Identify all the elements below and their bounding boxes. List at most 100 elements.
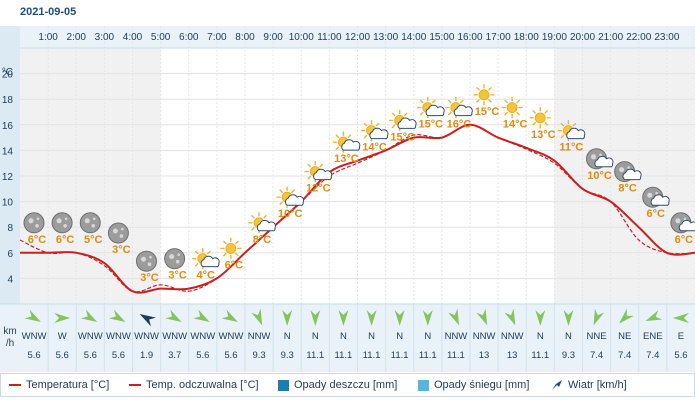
wind-arrow-icon — [645, 310, 663, 322]
wind-arrow-shape — [476, 308, 488, 326]
hour-label: 18:00 — [514, 32, 539, 43]
sun-disc — [506, 102, 518, 113]
moon-crater — [147, 262, 152, 267]
sun-cloud-icon — [557, 119, 586, 142]
cloud-shape — [313, 168, 333, 181]
wind-direction-label: N — [396, 331, 403, 342]
moon-crater — [63, 224, 67, 228]
wind-arrow-shape — [54, 313, 71, 323]
wind-arrow-icon — [193, 309, 210, 322]
legend-item-temperature[interactable]: Temperatura [°C] — [9, 374, 109, 396]
y-tick-label: 10 — [2, 198, 14, 209]
sun-ray — [251, 215, 255, 219]
sun-cloud-icon — [248, 212, 276, 234]
wind-arrow-shape — [672, 313, 689, 323]
legend-item-rain[interactable]: Opady deszczu [mm] — [278, 374, 397, 396]
wind-speed-label: 9.3 — [562, 350, 575, 361]
sun-disc — [478, 89, 490, 101]
wind-arrow-icon — [24, 309, 41, 322]
temperature-label: 6°C — [225, 259, 244, 271]
temperature-chart: 4 6 8 10 12 14 16 18 20°C 1:00 2:00 3:00 4:00 5:00 6:0… — [0, 26, 695, 372]
wind-speed-label: 5.6 — [84, 350, 97, 361]
moon-cloud-icon — [614, 161, 642, 183]
moon-disc — [136, 250, 157, 272]
hour-label: 10:00 — [289, 32, 314, 43]
sun-ray — [279, 189, 283, 193]
hour-label: 9:00 — [263, 32, 283, 43]
wind-arrow-shape — [504, 308, 516, 326]
wind-speed-label: 5.6 — [196, 350, 209, 361]
wind-speed-label: 13 — [479, 350, 490, 361]
moon-crater — [627, 166, 630, 169]
sun-ray — [279, 201, 283, 205]
hour-label: 3:00 — [95, 32, 115, 43]
sun-cloud-icon — [332, 131, 361, 153]
hour-label: 5:00 — [151, 32, 171, 43]
y-tick-label: 16 — [2, 121, 14, 132]
sun-ray — [504, 111, 508, 116]
wind-speed-label: 7.4 — [618, 350, 631, 361]
temperature-label: 3°C — [112, 244, 131, 256]
wind-speed-label: 3.7 — [168, 350, 181, 361]
wind-direction-label: NNE — [587, 331, 607, 342]
forecast-date: 2021-09-05 — [20, 6, 77, 18]
moon-icon — [51, 212, 73, 234]
legend-item-feels-like[interactable]: Temp. odczuwalna [°C] — [129, 374, 259, 396]
sun-ray — [516, 111, 520, 116]
legend-item-snow[interactable]: Opady śniegu [mm] — [418, 374, 529, 396]
wind-arrow-icon — [476, 308, 488, 326]
temperature-label: 6°C — [675, 234, 694, 246]
wind-arrow-icon — [672, 313, 689, 323]
moon-crater — [149, 255, 152, 259]
sun-cloud-icon — [388, 109, 417, 132]
sun-ray — [335, 134, 340, 138]
hour-label: 4:00 — [123, 32, 143, 43]
moon-crater — [675, 218, 681, 224]
hour-label: 1:00 — [38, 32, 58, 43]
hour-label: 19:00 — [542, 32, 567, 43]
moon-icon — [23, 212, 45, 234]
cloud-shape — [622, 168, 642, 181]
cloud-shape — [678, 219, 695, 232]
temperature-label: 15°C — [475, 106, 500, 118]
moon-cloud-icon — [586, 148, 614, 170]
wind-speed-label: 5.6 — [112, 350, 125, 361]
y-tick-label: 6 — [7, 249, 13, 260]
hour-label: 7:00 — [207, 32, 227, 43]
wind-arrow-icon — [552, 380, 562, 390]
temperature-label: 6°C — [647, 208, 666, 220]
wind-speed-label: 11.1 — [531, 350, 549, 361]
wind-arrow-icon — [448, 308, 460, 326]
temperature-label: 10°C — [587, 170, 612, 182]
legend-swatch-rain — [278, 379, 289, 391]
cloud-shape — [453, 104, 473, 117]
moon-crater — [35, 224, 39, 228]
sun-ray — [363, 134, 368, 139]
wind-speed-label: 11.1 — [447, 350, 465, 361]
legend-item-wind[interactable]: Wiatr [km/h] — [551, 374, 627, 396]
temperature-label: 13°C — [334, 153, 359, 165]
moon-crater — [177, 253, 180, 256]
wind-direction-label: N — [368, 331, 375, 342]
cloud-shape — [369, 127, 389, 140]
sun-ray — [419, 99, 424, 104]
sun-ray — [307, 163, 312, 168]
wind-arrow-icon — [366, 310, 377, 326]
sun-ray — [488, 99, 492, 103]
wind-direction-label: NE — [618, 331, 631, 342]
sun-cloud-icon — [192, 247, 220, 270]
y-tick-label: 8 — [7, 223, 13, 234]
wind-arrow-shape — [593, 308, 605, 326]
moon-crater — [64, 217, 68, 221]
temperature-label: 16°C — [447, 119, 472, 131]
sun-ray — [194, 262, 199, 267]
wind-arrow-icon — [535, 310, 546, 326]
wind-speed-label: 11.1 — [419, 350, 437, 361]
temperature-label: 5°C — [84, 234, 103, 246]
wind-direction-label: WNW — [78, 331, 103, 342]
wind-speed-label: 5.6 — [56, 350, 69, 361]
wind-arrow-shape — [645, 310, 663, 322]
wind-speed-label: 7.4 — [590, 350, 603, 361]
moon-crater — [121, 227, 124, 231]
temperature-line — [20, 123, 695, 294]
